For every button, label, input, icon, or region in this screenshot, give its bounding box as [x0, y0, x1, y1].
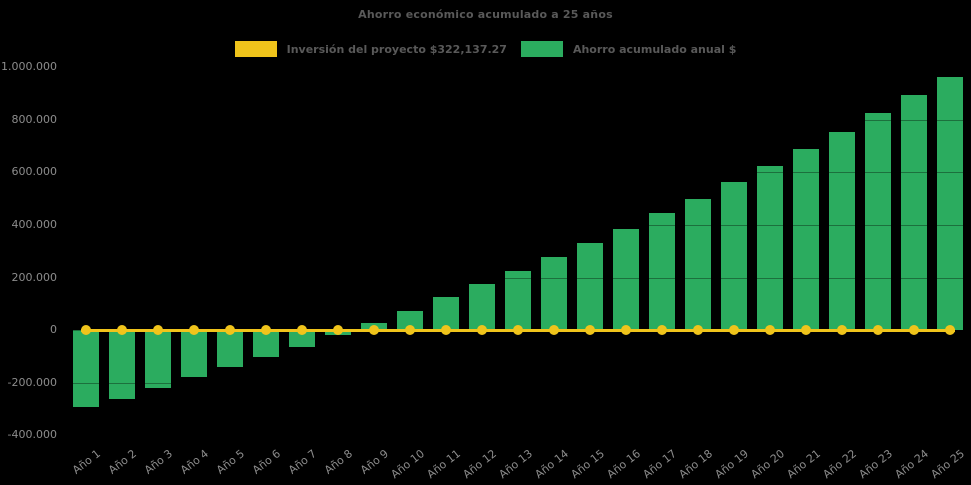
bar[interactable]	[648, 213, 675, 331]
line-marker[interactable]	[656, 325, 667, 336]
line-marker[interactable]	[908, 325, 919, 336]
investment-legend-swatch	[234, 41, 277, 57]
y-tick-label: 1.000.000	[1, 60, 57, 73]
bar[interactable]	[684, 198, 711, 331]
line-marker[interactable]	[512, 325, 523, 336]
legend-item-savings[interactable]: Ahorro acumulado anual $	[520, 41, 737, 57]
y-tick-label: 200.000	[11, 270, 58, 284]
bar[interactable]	[72, 330, 99, 408]
line-marker[interactable]	[368, 325, 379, 336]
savings-legend-swatch	[520, 41, 563, 57]
line-marker[interactable]	[332, 325, 343, 336]
gridline	[64, 67, 966, 68]
bar[interactable]	[756, 165, 783, 331]
line-marker[interactable]	[872, 325, 883, 336]
y-tick-label: 800.000	[11, 112, 58, 126]
bar[interactable]	[720, 182, 747, 331]
y-tick-label: 600.000	[11, 165, 58, 179]
line-marker[interactable]	[440, 325, 451, 336]
y-tick-label: -400.000	[7, 428, 57, 442]
bar[interactable]	[396, 311, 423, 331]
bar[interactable]	[828, 131, 855, 331]
line-marker[interactable]	[944, 325, 955, 336]
line-marker[interactable]	[188, 325, 199, 336]
gridline	[64, 435, 966, 436]
bar[interactable]	[468, 284, 495, 331]
bar[interactable]	[432, 297, 459, 331]
chart-title: Ahorro económico acumulado a 25 años	[358, 8, 613, 21]
bar[interactable]	[792, 148, 819, 331]
line-marker[interactable]	[80, 325, 91, 336]
bar[interactable]	[504, 271, 531, 331]
y-tick-label: 0	[50, 323, 57, 337]
gridline	[64, 225, 966, 226]
line-marker[interactable]	[764, 325, 775, 336]
bar[interactable]	[864, 113, 891, 331]
line-marker[interactable]	[476, 325, 487, 336]
gridline	[64, 172, 966, 173]
line-marker[interactable]	[152, 325, 163, 336]
line-marker[interactable]	[224, 325, 235, 336]
bar[interactable]	[216, 330, 243, 368]
savings-legend-label: Ahorro acumulado anual $	[572, 42, 737, 56]
legend: Inversión del proyecto $322,137.27 Ahorr…	[0, 41, 971, 57]
line-marker[interactable]	[260, 325, 271, 336]
line-marker[interactable]	[728, 325, 739, 336]
line-marker[interactable]	[548, 325, 559, 336]
bar[interactable]	[540, 257, 567, 331]
line-marker[interactable]	[116, 325, 127, 336]
y-tick-label: 400.000	[11, 217, 58, 231]
bar[interactable]	[936, 77, 963, 331]
bar[interactable]	[180, 330, 207, 378]
bar[interactable]	[900, 94, 927, 331]
bar[interactable]	[144, 330, 171, 389]
investment-legend-label: Inversión del proyecto $322,137.27	[286, 42, 507, 56]
line-marker[interactable]	[296, 325, 307, 336]
gridline	[64, 383, 966, 384]
y-tick-label: -200.000	[7, 375, 57, 389]
bar[interactable]	[612, 229, 639, 331]
gridline	[64, 278, 966, 279]
legend-item-investment[interactable]: Inversión del proyecto $322,137.27	[234, 41, 507, 57]
bar[interactable]	[108, 330, 135, 400]
line-marker[interactable]	[584, 325, 595, 336]
line-marker[interactable]	[620, 325, 631, 336]
line-marker[interactable]	[800, 325, 811, 336]
bar[interactable]	[576, 242, 603, 331]
line-marker[interactable]	[836, 325, 847, 336]
line-marker[interactable]	[692, 325, 703, 336]
line-marker[interactable]	[404, 325, 415, 336]
bar[interactable]	[288, 330, 315, 348]
gridline	[64, 120, 966, 121]
